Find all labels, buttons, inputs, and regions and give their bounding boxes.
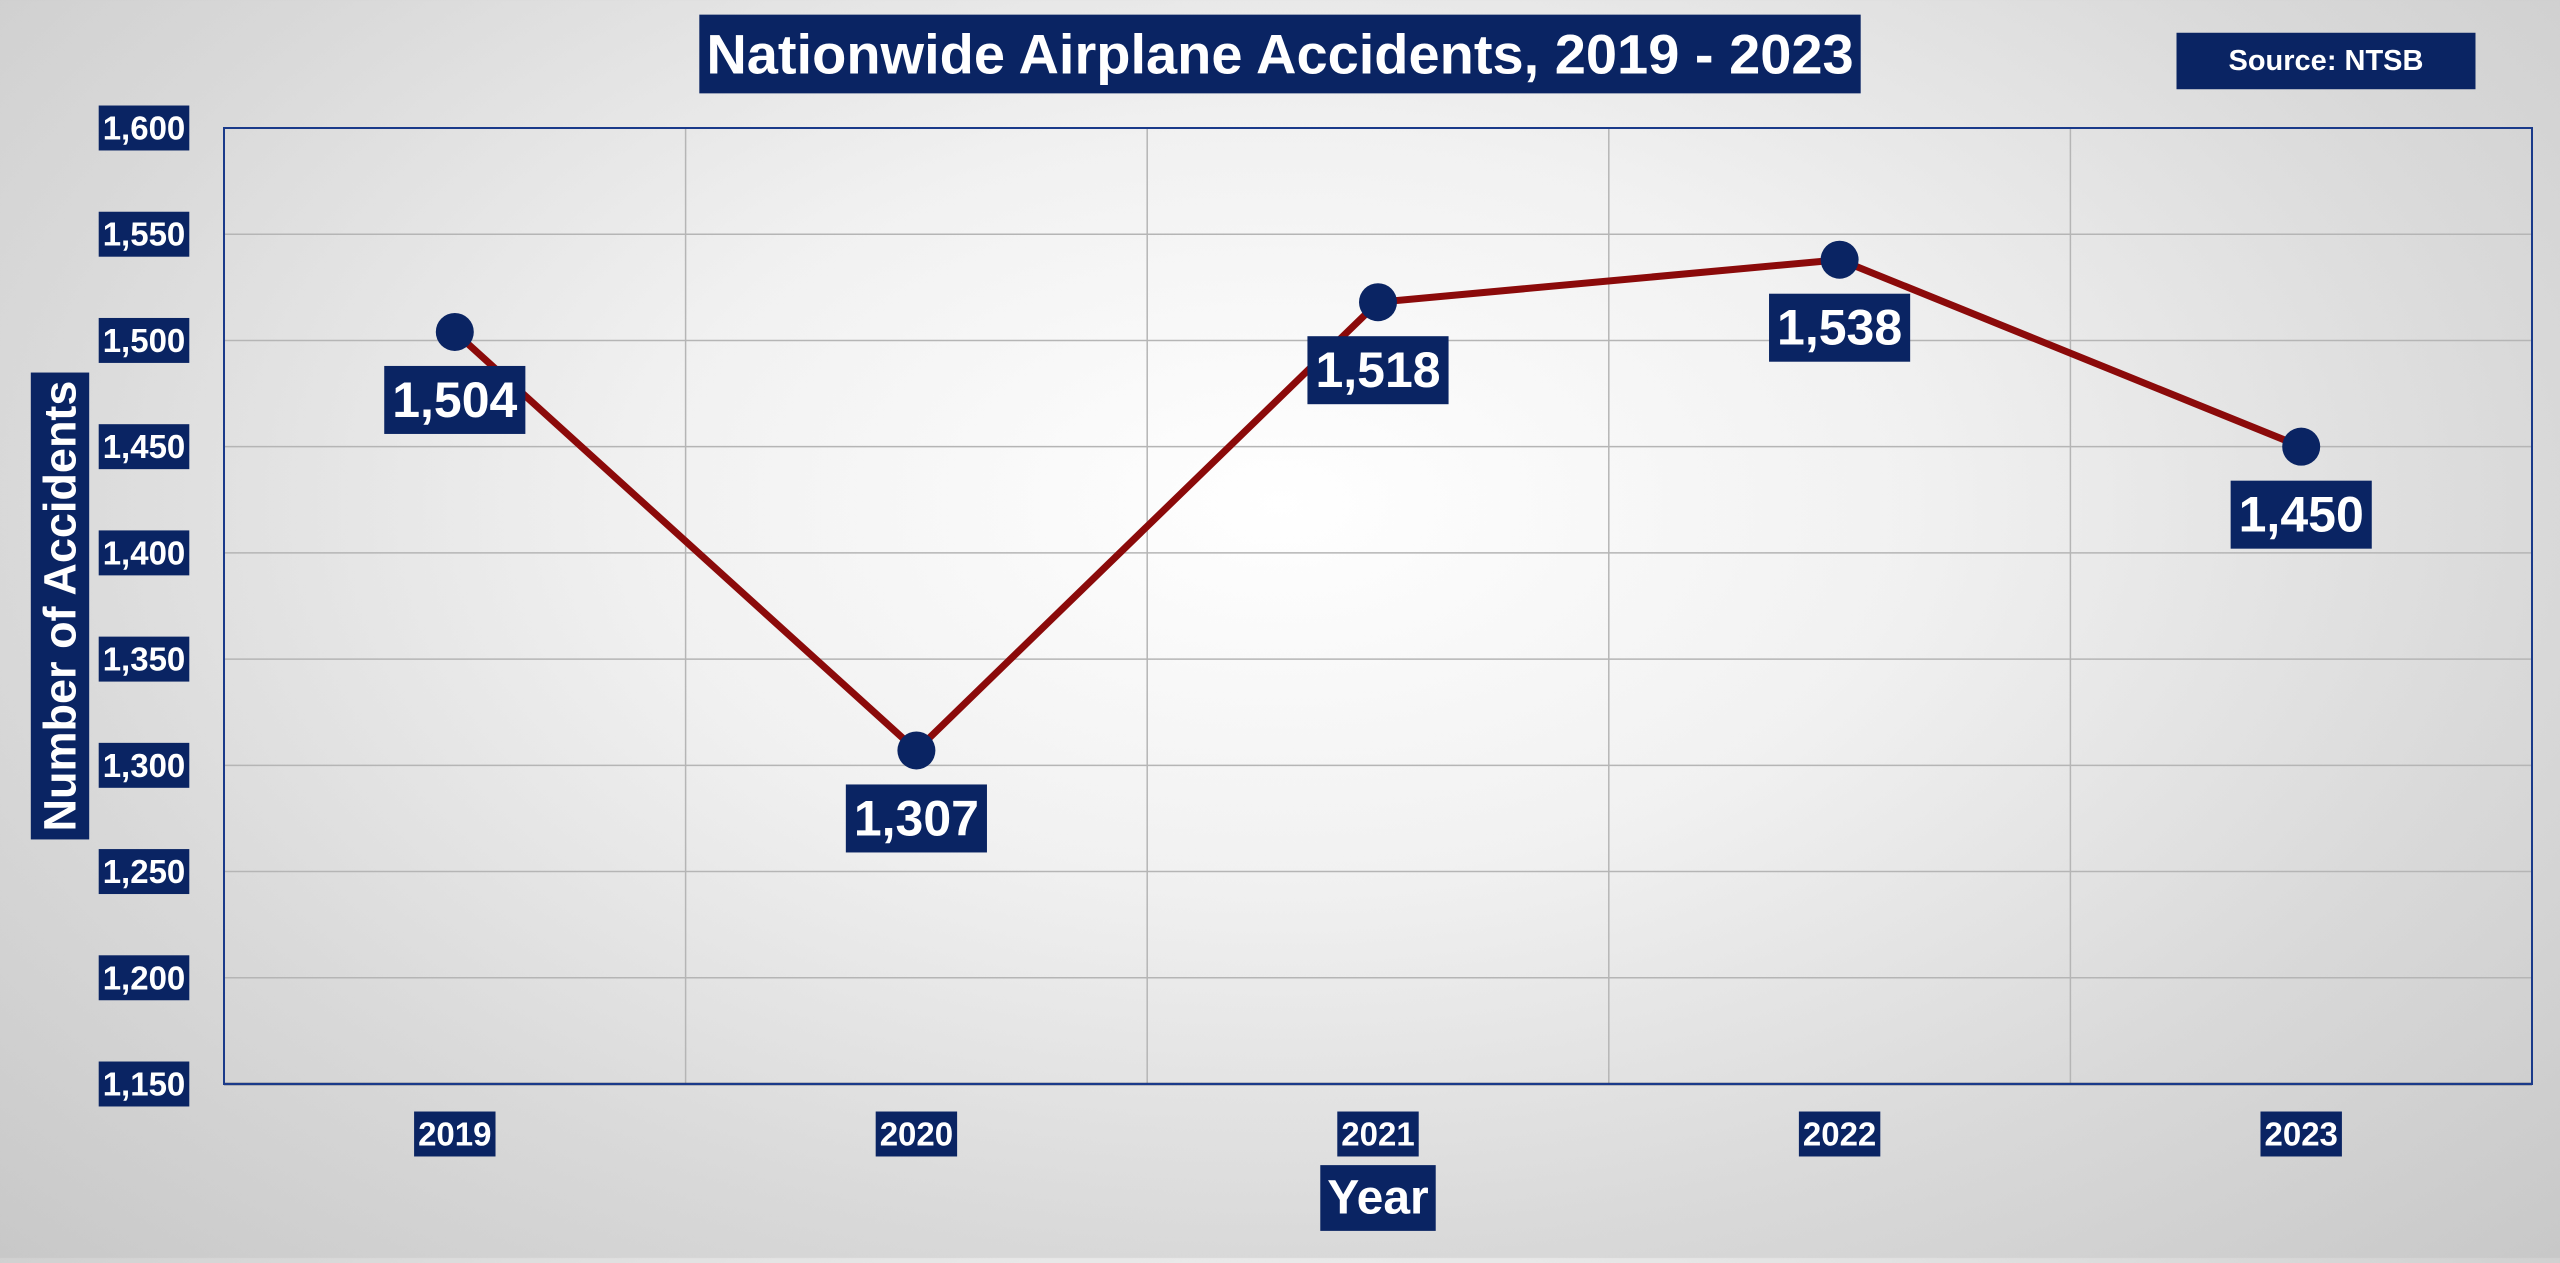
y-tick-label-1500: 1,500: [98, 317, 190, 363]
y-tick-label-1150: 1,150: [98, 1061, 190, 1107]
y-tick-label-1350-text: 1,350: [103, 641, 186, 678]
data-point-2020: [897, 731, 936, 770]
data-point-2023: [2282, 427, 2321, 466]
x-tick-label-2021-bg: [1337, 1111, 1419, 1157]
plot-area: [223, 127, 2533, 1085]
data-label-2022: 1,538: [1769, 293, 1911, 362]
y-axis-label-text: Number of Accidents: [35, 381, 86, 832]
data-label-2021: 1,518: [1307, 336, 1449, 405]
x-tick-label-2023: 2023: [2260, 1111, 2342, 1157]
data-label-2020-text: 1,307: [854, 790, 979, 846]
y-axis-label-bg: [30, 372, 90, 840]
x-axis-tick-labels: 2019 2020 2021 2022 2023: [414, 1111, 2342, 1157]
y-tick-label-1600-text: 1,600: [103, 110, 186, 147]
grid: [224, 127, 2532, 1086]
x-tick-label-2020-bg: [875, 1111, 958, 1157]
y-tick-label-1500-bg: [98, 317, 190, 363]
data-label-2020: 1,307: [845, 784, 987, 853]
data-points: [435, 240, 2321, 770]
data-point-2022: [1820, 240, 1859, 279]
y-tick-label-1300: 1,300: [98, 742, 190, 788]
data-label-2019-bg: [384, 365, 526, 434]
data-label-2021-text: 1,518: [1315, 342, 1440, 398]
data-label-2020-bg: [845, 784, 987, 853]
chart-title: Nationwide Airplane Accidents, 2019 - 20…: [699, 14, 1861, 94]
source-badge-bg: [2176, 32, 2476, 90]
y-tick-label-1150-text: 1,150: [103, 1066, 186, 1103]
data-label-2022-text: 1,538: [1777, 300, 1902, 356]
x-tick-label-2022-text: 2022: [1803, 1116, 1876, 1153]
y-tick-label-1450-bg: [98, 424, 190, 470]
x-axis-label-text: Year: [1327, 1172, 1428, 1225]
y-tick-label-1250-bg: [98, 849, 190, 895]
y-tick-label-1600-bg: [98, 105, 190, 151]
y-axis-label: Number of Accidents: [30, 372, 90, 840]
y-tick-label-1400: 1,400: [98, 530, 190, 576]
x-tick-label-2019-bg: [414, 1111, 496, 1157]
y-tick-label-1400-bg: [98, 530, 190, 576]
y-tick-label-1450-text: 1,450: [103, 428, 186, 465]
x-tick-label-2019: 2019: [414, 1111, 496, 1157]
data-label-2023: 1,450: [2230, 480, 2372, 549]
chart-title-bg: [699, 14, 1861, 94]
y-tick-label-1250-text: 1,250: [103, 853, 186, 890]
data-label-2023-bg: [2230, 480, 2372, 549]
data-label-2021-bg: [1307, 336, 1449, 405]
y-tick-label-1200-text: 1,200: [103, 959, 186, 996]
data-labels: 1,504 1,307 1,518 1,538 1,450: [384, 293, 2372, 853]
x-tick-label-2023-bg: [2260, 1111, 2342, 1157]
y-tick-label-1150-bg: [98, 1061, 190, 1107]
data-point-2019: [435, 312, 474, 351]
y-tick-label-1250: 1,250: [98, 849, 190, 895]
y-tick-label-1350: 1,350: [98, 636, 190, 682]
y-tick-label-1500-text: 1,500: [103, 322, 186, 359]
title-group: Nationwide Airplane Accidents, 2019 - 20…: [30, 14, 2476, 1231]
x-tick-label-2023-text: 2023: [2264, 1116, 2337, 1153]
y-tick-label-1550-bg: [98, 211, 190, 257]
data-label-2023-text: 1,450: [2239, 487, 2364, 543]
y-tick-label-1450: 1,450: [98, 424, 190, 470]
y-tick-label-1600: 1,600: [98, 105, 190, 151]
x-axis-label: Year: [1320, 1165, 1436, 1231]
y-tick-label-1300-text: 1,300: [103, 747, 186, 784]
source-badge-text: Source: NTSB: [2229, 45, 2424, 77]
data-label-2022-bg: [1769, 293, 1911, 362]
x-tick-label-2020: 2020: [875, 1111, 958, 1157]
series-line-group: [451, 256, 2305, 754]
y-tick-label-1400-text: 1,400: [103, 534, 186, 571]
data-label-2019: 1,504: [384, 365, 526, 434]
y-tick-label-1550-text: 1,550: [103, 216, 186, 253]
y-tick-label-1300-bg: [98, 742, 190, 788]
x-tick-label-2022: 2022: [1798, 1111, 1881, 1157]
x-tick-label-2022-bg: [1798, 1111, 1881, 1157]
x-tick-label-2020-text: 2020: [880, 1116, 953, 1153]
chart-title-text: Nationwide Airplane Accidents, 2019 - 20…: [706, 23, 1853, 86]
x-tick-label-2021-text: 2021: [1341, 1116, 1414, 1153]
y-tick-label-1550: 1,550: [98, 211, 190, 257]
series-line: [451, 256, 2305, 754]
x-tick-label-2021: 2021: [1337, 1111, 1419, 1157]
y-axis-tick-labels: 1,150 1,200 1,250 1,300 1,350 1,400 1,450 1,500…: [98, 105, 190, 1107]
x-axis-label-bg: [1320, 1165, 1436, 1231]
source-badge: Source: NTSB: [2176, 32, 2476, 90]
y-tick-label-1200: 1,200: [98, 955, 190, 1001]
data-point-2021: [1359, 283, 1397, 322]
x-tick-label-2019-text: 2019: [418, 1116, 491, 1153]
y-tick-label-1200-bg: [98, 955, 190, 1001]
data-label-2019-text: 1,504: [392, 372, 517, 428]
y-tick-label-1350-bg: [98, 636, 190, 682]
